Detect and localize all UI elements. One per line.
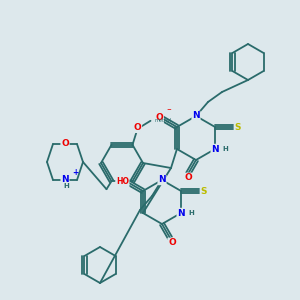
Text: HO: HO — [116, 178, 129, 187]
Text: S: S — [201, 187, 207, 196]
Text: H: H — [222, 146, 228, 152]
Text: S: S — [235, 122, 241, 131]
Text: H: H — [188, 210, 194, 216]
Text: N: N — [158, 176, 166, 184]
Text: O: O — [184, 173, 192, 182]
Text: N: N — [61, 176, 69, 184]
Text: +: + — [72, 168, 78, 177]
Text: O: O — [134, 123, 141, 132]
Text: O: O — [155, 113, 163, 122]
Text: N: N — [177, 208, 185, 217]
Text: ⁻: ⁻ — [167, 107, 171, 116]
Text: H: H — [63, 183, 69, 189]
Text: N: N — [211, 145, 219, 154]
Text: methyl: methyl — [154, 118, 172, 123]
Text: N: N — [192, 112, 200, 121]
Text: O: O — [168, 238, 176, 247]
Text: O: O — [61, 140, 69, 148]
